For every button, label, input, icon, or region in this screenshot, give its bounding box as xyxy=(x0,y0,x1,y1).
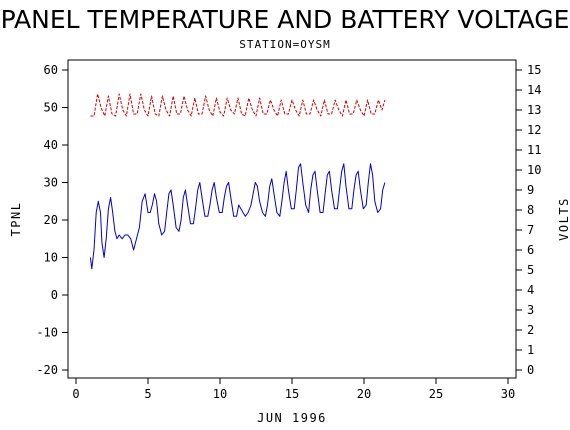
x-tick-label-2: 10 xyxy=(213,387,227,401)
x-axis-label: JUN 1996 xyxy=(257,411,327,425)
y-tick-label-1: -10 xyxy=(36,326,58,340)
chart-title: PANEL TEMPERATURE AND BATTERY VOLTAGE xyxy=(1,5,570,34)
y2-tick-label-4: 4 xyxy=(527,283,534,297)
y2-tick-label-7: 7 xyxy=(527,223,534,237)
y-tick-label-7: 50 xyxy=(44,101,58,115)
y-tick-label-0: -20 xyxy=(36,363,58,377)
x-tick-label-0: 0 xyxy=(72,387,79,401)
y2-tick-label-12: 12 xyxy=(527,123,541,137)
tpnl-series-line xyxy=(89,163,386,270)
y-tick-label-8: 60 xyxy=(44,63,58,77)
y2-tick-label-1: 1 xyxy=(527,343,534,357)
x-tick-label-4: 20 xyxy=(357,387,371,401)
y2-tick-label-3: 3 xyxy=(527,303,534,317)
y2-tick-label-11: 11 xyxy=(527,143,541,157)
y2-axis-label: VOLTS xyxy=(557,197,570,241)
chart-subtitle: STATION=OYSM xyxy=(239,38,330,51)
y2-tick-label-5: 5 xyxy=(527,263,534,277)
y-axis-label: TPNL xyxy=(9,202,23,237)
volts-series-line xyxy=(90,93,386,117)
y2-tick-label-9: 9 xyxy=(527,183,534,197)
y2-tick-label-8: 8 xyxy=(527,203,534,217)
x-tick-label-6: 30 xyxy=(501,387,515,401)
axes: 0 5 10 15 20 25 30-20-100102030405060012345678… xyxy=(36,63,541,401)
x-tick-label-1: 5 xyxy=(144,387,151,401)
x-tick-label-3: 15 xyxy=(285,387,299,401)
y2-tick-label-2: 2 xyxy=(527,323,534,337)
y2-tick-label-13: 13 xyxy=(527,103,541,117)
y2-tick-label-14: 14 xyxy=(527,83,541,97)
y2-tick-label-10: 10 xyxy=(527,163,541,177)
x-tick-label-5: 25 xyxy=(429,387,443,401)
y-tick-label-5: 30 xyxy=(44,176,58,190)
y-tick-label-6: 40 xyxy=(44,138,58,152)
y-tick-label-4: 20 xyxy=(44,213,58,227)
y-tick-label-3: 10 xyxy=(44,251,58,265)
series-group xyxy=(89,93,386,270)
y-tick-label-2: 0 xyxy=(51,288,58,302)
y2-tick-label-0: 0 xyxy=(527,363,534,377)
plot-frame xyxy=(67,59,517,379)
y2-tick-label-15: 15 xyxy=(527,63,541,77)
y2-tick-label-6: 6 xyxy=(527,243,534,257)
